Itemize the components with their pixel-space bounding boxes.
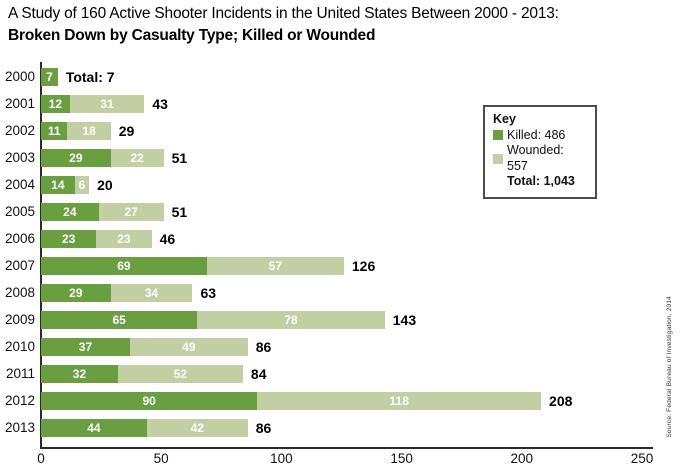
year-label-2007: 2007 — [4, 258, 35, 273]
killed-segment-2001: 12 — [41, 95, 70, 113]
year-label-2006: 2006 — [4, 231, 35, 246]
killed-segment-2010: 37 — [41, 338, 130, 356]
wounded-segment-2002: 18 — [67, 122, 111, 140]
killed-segment-2008: 29 — [41, 284, 111, 302]
total-label-2008: 63 — [200, 285, 217, 301]
bar-row-2004: 2004 14 6 20 — [0, 176, 680, 194]
chart-title-line1: A Study of 160 Active Shooter Incidents … — [8, 5, 559, 22]
wounded-segment-2007: 57 — [206, 257, 344, 275]
legend-title: Key — [493, 112, 516, 126]
wounded-segment-2010: 49 — [129, 338, 248, 356]
bar-row-2000: 2000 7 Total: 7 — [0, 68, 680, 86]
x-tick-200: 200 — [510, 451, 534, 466]
year-label-2009: 2009 — [4, 312, 35, 327]
year-label-2003: 2003 — [4, 150, 35, 165]
bar-row-2001: 2001 12 31 43 — [0, 95, 680, 113]
total-label-2010: 86 — [255, 339, 272, 355]
x-axis-line — [40, 447, 653, 449]
wounded-segment-2003: 22 — [110, 149, 164, 167]
wounded-segment-2012: 118 — [257, 392, 542, 410]
y-axis-line — [40, 62, 42, 449]
total-label-2001: 43 — [152, 96, 168, 112]
year-label-2002: 2002 — [4, 123, 35, 138]
total-label-2004: 20 — [97, 177, 113, 193]
bar-row-2013: 2013 44 42 86 — [0, 419, 680, 437]
bar-row-2005: 2005 24 27 51 — [0, 203, 680, 221]
x-tick-250: 250 — [630, 451, 654, 466]
year-label-2011: 2011 — [5, 366, 35, 381]
year-label-2004: 2004 — [4, 177, 35, 192]
killed-segment-2006: 23 — [41, 230, 97, 248]
year-label-2012: 2012 — [4, 393, 35, 408]
bar-row-2010: 2010 37 49 86 — [0, 338, 680, 356]
wounded-segment-2001: 31 — [69, 95, 145, 113]
chart-title-line2: Broken Down by Casualty Type; Killed or … — [8, 27, 376, 44]
total-label-2000: Total: 7 — [65, 69, 115, 85]
x-tick-100: 100 — [270, 451, 293, 466]
x-tick-150: 150 — [390, 451, 413, 466]
legend-wounded-row: Wounded: 557 — [493, 143, 587, 174]
bar-row-2008: 2008 29 34 63 — [0, 284, 680, 302]
killed-swatch-icon — [493, 130, 503, 141]
year-label-2008: 2008 — [4, 285, 35, 300]
wounded-segment-2006: 23 — [96, 230, 152, 248]
wounded-segment-2004: 6 — [74, 176, 90, 194]
chart-title: A Study of 160 Active Shooter Incidents … — [8, 5, 559, 45]
wounded-segment-2005: 27 — [98, 203, 164, 221]
legend-killed-label: Killed: 486 — [507, 127, 566, 142]
total-label-2007: 126 — [351, 258, 376, 274]
total-label-2011: 84 — [250, 366, 267, 382]
legend: Key Killed: 486 Wounded: 557 Total: 1,04… — [483, 105, 597, 199]
total-label-2013: 86 — [255, 420, 272, 436]
year-label-2005: 2005 — [4, 204, 35, 219]
total-label-2012: 208 — [549, 393, 573, 409]
bar-row-2011: 2011 32 52 84 — [0, 365, 680, 383]
wounded-segment-2013: 42 — [146, 419, 248, 437]
year-label-2013: 2013 — [4, 420, 35, 435]
legend-total-label: Total: 1,043 — [507, 174, 575, 188]
x-tick-0: 0 — [37, 451, 45, 466]
total-label-2003: 51 — [171, 150, 188, 166]
bar-row-2009: 2009 65 78 143 — [0, 311, 680, 329]
year-label-2010: 2010 — [4, 339, 35, 354]
total-label-2009: 143 — [392, 312, 417, 328]
x-tick-50: 50 — [153, 451, 169, 466]
total-label-2006: 46 — [159, 231, 176, 247]
killed-segment-2009: 65 — [41, 311, 198, 329]
bar-row-2012: 2012 90 118 208 — [0, 392, 680, 410]
bar-row-2002: 2002 11 18 29 — [0, 122, 680, 140]
year-label-2001: 2001 — [4, 96, 35, 111]
killed-segment-2005: 24 — [41, 203, 99, 221]
wounded-swatch-icon — [493, 153, 503, 164]
killed-segment-2004: 14 — [41, 176, 75, 194]
bar-row-2003: 2003 29 22 51 — [0, 149, 680, 167]
year-label-2000: 2000 — [4, 69, 35, 84]
bar-row-2007: 2007 69 57 126 — [0, 257, 680, 275]
killed-segment-2012: 90 — [41, 392, 258, 410]
total-label-2005: 51 — [171, 204, 188, 220]
killed-segment-2000: 7 — [41, 68, 58, 86]
killed-segment-2013: 44 — [41, 419, 147, 437]
killed-segment-2007: 69 — [41, 257, 207, 275]
killed-segment-2003: 29 — [41, 149, 111, 167]
killed-segment-2002: 11 — [41, 122, 68, 140]
legend-wounded-label: Wounded: 557 — [507, 143, 564, 173]
wounded-segment-2008: 34 — [110, 284, 193, 302]
total-label-2002: 29 — [118, 123, 135, 139]
legend-killed-row: Killed: 486 — [493, 128, 587, 144]
wounded-segment-2009: 78 — [197, 311, 385, 329]
killed-segment-2011: 32 — [41, 365, 118, 383]
source-attribution: Source: Federal Bureau of Investigation,… — [666, 296, 673, 438]
wounded-segment-2011: 52 — [117, 365, 243, 383]
bar-row-2006: 2006 23 23 46 — [0, 230, 680, 248]
